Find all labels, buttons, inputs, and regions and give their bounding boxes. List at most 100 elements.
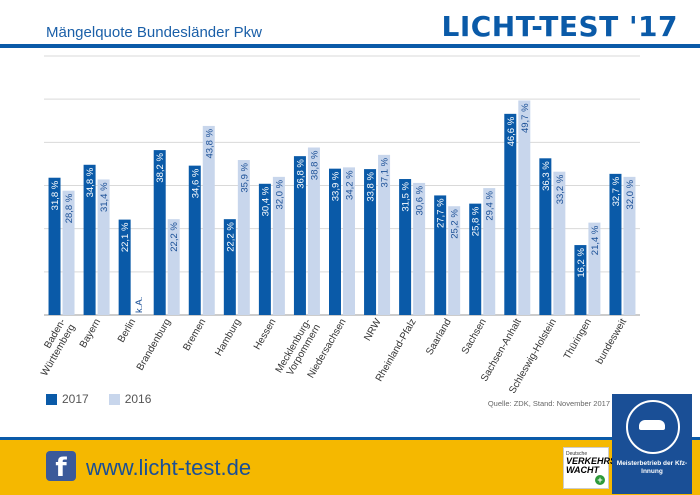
data-label-2016-5: 35,9 % — [239, 162, 250, 192]
bar-2016-0 — [62, 190, 75, 315]
chart-title: Mängelquote Bundesländer Pkw — [46, 24, 262, 41]
category-label-line: Saarland — [424, 317, 454, 357]
category-label-2: Berlin — [116, 317, 138, 345]
category-label-line: bundesweit — [594, 317, 629, 367]
bar-2016-9 — [378, 154, 391, 315]
data-label-2016-0: 28,8 % — [64, 193, 75, 223]
legend-item-2016: 2016 — [108, 392, 152, 406]
data-label-2017-2: 22,1 % — [120, 222, 131, 252]
bar-2017-12 — [469, 203, 482, 315]
data-label-2017-15: 16,2 % — [576, 248, 587, 278]
bar-2017-1 — [83, 164, 96, 315]
bar-2017-5 — [223, 219, 236, 315]
data-label-2016-7: 38,8 % — [309, 150, 320, 180]
category-label-4: Bremen — [181, 317, 208, 353]
category-label-0: Baden-Württemberg — [30, 317, 78, 378]
facebook-icon[interactable]: f — [46, 451, 76, 483]
data-label-2017-1: 34,8 % — [85, 167, 96, 197]
data-label-2016-11: 25,2 % — [450, 209, 461, 239]
kfz-innung-badge: Meisterbetrieb der Kfz-Innung — [612, 394, 692, 494]
data-label-2017-6: 30,4 % — [260, 186, 271, 216]
car-icon — [639, 420, 665, 430]
bar-2016-16 — [623, 176, 636, 315]
bar-2017-11 — [434, 195, 447, 315]
bar-2017-9 — [364, 169, 377, 315]
category-label-line: Hessen — [252, 317, 278, 352]
bar-2017-14 — [539, 158, 552, 315]
bar-2016-12 — [483, 188, 496, 315]
data-label-2017-10: 31,5 % — [401, 181, 412, 211]
category-label-3: Brandenburg — [135, 317, 173, 373]
footer-divider — [0, 437, 700, 440]
data-label-2017-0: 31,8 % — [50, 180, 61, 210]
data-label-2017-5: 22,2 % — [225, 222, 236, 252]
category-label-line: NRW — [362, 317, 384, 344]
category-label-9: NRW — [362, 317, 384, 344]
legend-label-2016: 2016 — [124, 392, 152, 406]
data-label-2017-14: 36,3 % — [541, 161, 552, 191]
data-label-2017-16: 32,7 % — [611, 176, 622, 206]
bar-2017-10 — [399, 179, 412, 315]
facebook-icon-glyph: f — [55, 453, 67, 483]
category-label-11: Saarland — [424, 317, 454, 357]
bar-2016-6 — [272, 176, 285, 315]
bar-2017-8 — [329, 168, 341, 315]
category-label-line: Brandenburg — [135, 317, 173, 373]
category-label-line: Berlin — [116, 317, 138, 345]
data-label-2016-9: 37,1 % — [380, 157, 391, 187]
category-label-line: Hamburg — [213, 317, 243, 358]
data-label-2017-7: 36,8 % — [295, 159, 306, 189]
website-link[interactable]: www.licht-test.de — [86, 455, 252, 480]
data-label-2016-2: k.A. — [134, 297, 145, 313]
category-label-16: bundesweit — [594, 317, 629, 367]
bar-2017-6 — [258, 183, 271, 315]
category-label-line: Bremen — [181, 317, 208, 353]
data-label-2016-8: 34,2 % — [345, 170, 356, 200]
data-label-2016-1: 31,4 % — [99, 182, 110, 212]
bar-2016-7 — [307, 147, 320, 315]
verkehrswacht-text: VERKEHRS WACHT — [566, 456, 617, 475]
source-note: Quelle: ZDK, Stand: November 2017 — [487, 399, 610, 408]
category-label-12: Sachsen — [460, 317, 489, 356]
header-divider — [0, 44, 700, 48]
data-label-2017-4: 34,6 % — [190, 168, 201, 198]
bar-2017-15 — [574, 245, 587, 315]
bar-2016-14 — [553, 171, 566, 315]
bar-2016-15 — [588, 222, 601, 315]
legend-swatch-2017 — [46, 393, 57, 405]
kfz-badge-text: Meisterbetrieb der Kfz-Innung — [616, 460, 688, 475]
data-label-2017-8: 33,9 % — [331, 171, 342, 201]
category-label-5: Hamburg — [213, 317, 243, 358]
data-label-2016-14: 33,2 % — [555, 174, 566, 204]
bar-2016-8 — [343, 167, 355, 315]
brand-logo-text: LICHT-TEST '17 — [441, 10, 678, 43]
data-label-2016-4: 43,8 % — [204, 128, 215, 158]
bar-2016-4 — [202, 125, 215, 316]
bar-2017-4 — [188, 165, 201, 315]
category-label-line: Thüringen — [562, 317, 594, 361]
data-label-2016-12: 29,4 % — [485, 191, 496, 221]
bar-2017-3 — [153, 150, 166, 315]
data-label-2017-13: 46,6 % — [506, 116, 517, 146]
legend-label-2017: 2017 — [62, 392, 89, 406]
header-bar — [0, 0, 700, 50]
bar-chart: 31,8 % 28,8 % Baden-Württemberg 34,8 % 31,4 … — [30, 55, 640, 393]
category-label-line: Bayern — [78, 317, 103, 350]
category-label-1: Bayern — [78, 317, 103, 350]
bar-2017-13 — [504, 113, 517, 316]
bar-2017-2 — [118, 219, 131, 315]
bar-2017-16 — [609, 173, 622, 315]
bar-2016-1 — [97, 179, 110, 315]
category-label-15: Thüringen — [562, 317, 594, 361]
bar-2016-10 — [413, 182, 426, 315]
bar-2016-3 — [167, 219, 180, 315]
seal-ring-icon — [626, 400, 680, 454]
data-label-2017-12: 25,8 % — [471, 206, 482, 236]
category-label-line: Sachsen — [460, 317, 489, 356]
plus-icon: + — [595, 475, 605, 485]
bar-2017-0 — [48, 177, 61, 315]
legend-item-2017: 2017 — [46, 392, 89, 406]
data-label-2016-16: 32,0 % — [625, 179, 636, 209]
data-label-2016-10: 30,6 % — [415, 185, 426, 215]
verkehrswacht-logo: Deutsche VERKEHRS WACHT + — [563, 447, 616, 489]
